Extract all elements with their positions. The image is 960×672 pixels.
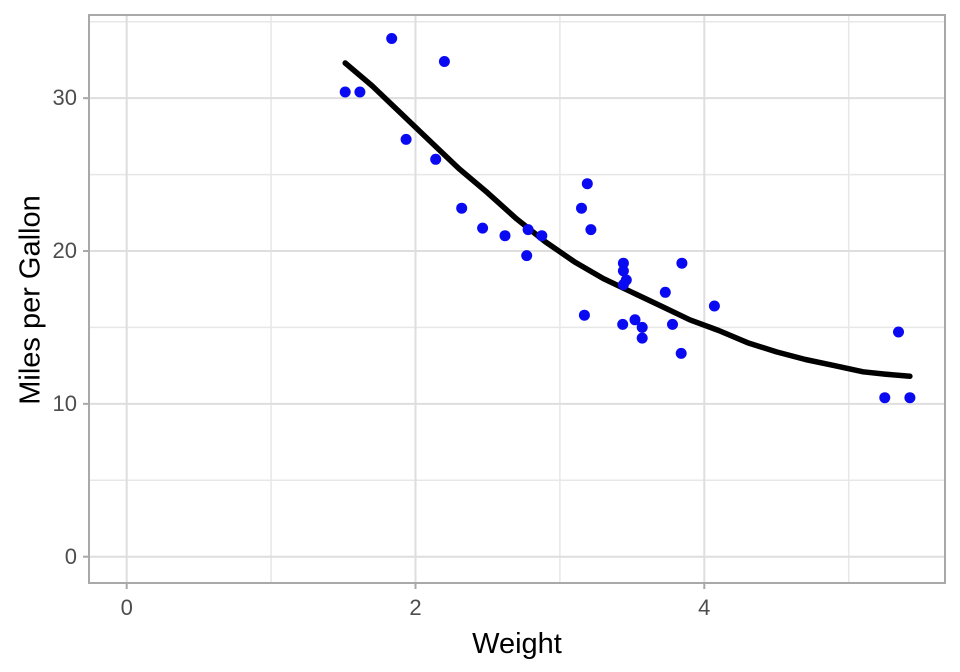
x-axis-tick-label: 4 <box>698 595 711 620</box>
data-point <box>617 279 629 291</box>
data-point <box>904 392 916 404</box>
data-point <box>522 224 534 236</box>
data-point <box>617 265 629 277</box>
y-axis-tick-label: 30 <box>52 85 77 111</box>
data-point <box>581 178 593 190</box>
data-point <box>576 202 587 214</box>
smooth-curve <box>342 60 913 380</box>
data-point <box>400 133 412 145</box>
x-axis-title: Weight <box>472 628 562 660</box>
data-point <box>659 286 671 298</box>
y-axis-tick-label: 20 <box>52 238 77 263</box>
panel-background <box>89 15 945 583</box>
y-axis-tick-label: 10 <box>52 390 77 416</box>
data-point <box>578 309 590 321</box>
data-point <box>636 321 648 333</box>
data-point <box>879 392 891 404</box>
data-point <box>477 222 489 234</box>
data-point <box>536 230 548 242</box>
data-point <box>617 257 629 269</box>
data-point <box>499 230 511 242</box>
data-point <box>636 332 648 344</box>
y-axis-title: Miles per Gallon <box>14 195 47 405</box>
data-point <box>675 347 687 359</box>
panel-border <box>88 14 946 584</box>
data-point <box>617 318 629 330</box>
data-point <box>676 257 688 269</box>
data-point <box>667 318 678 330</box>
x-axis-tick-label: 0 <box>120 595 133 620</box>
data-point <box>585 224 597 236</box>
data-point <box>456 202 468 214</box>
data-point <box>629 314 641 326</box>
data-point <box>339 86 351 98</box>
data-point <box>354 86 366 98</box>
data-point <box>438 56 450 67</box>
data-point <box>430 153 442 165</box>
x-axis-tick-label: 2 <box>409 595 422 620</box>
data-point <box>521 250 533 262</box>
data-point <box>708 300 720 312</box>
data-point <box>386 33 398 44</box>
data-point <box>893 326 904 338</box>
y-axis-tick-label: 0 <box>64 543 77 569</box>
